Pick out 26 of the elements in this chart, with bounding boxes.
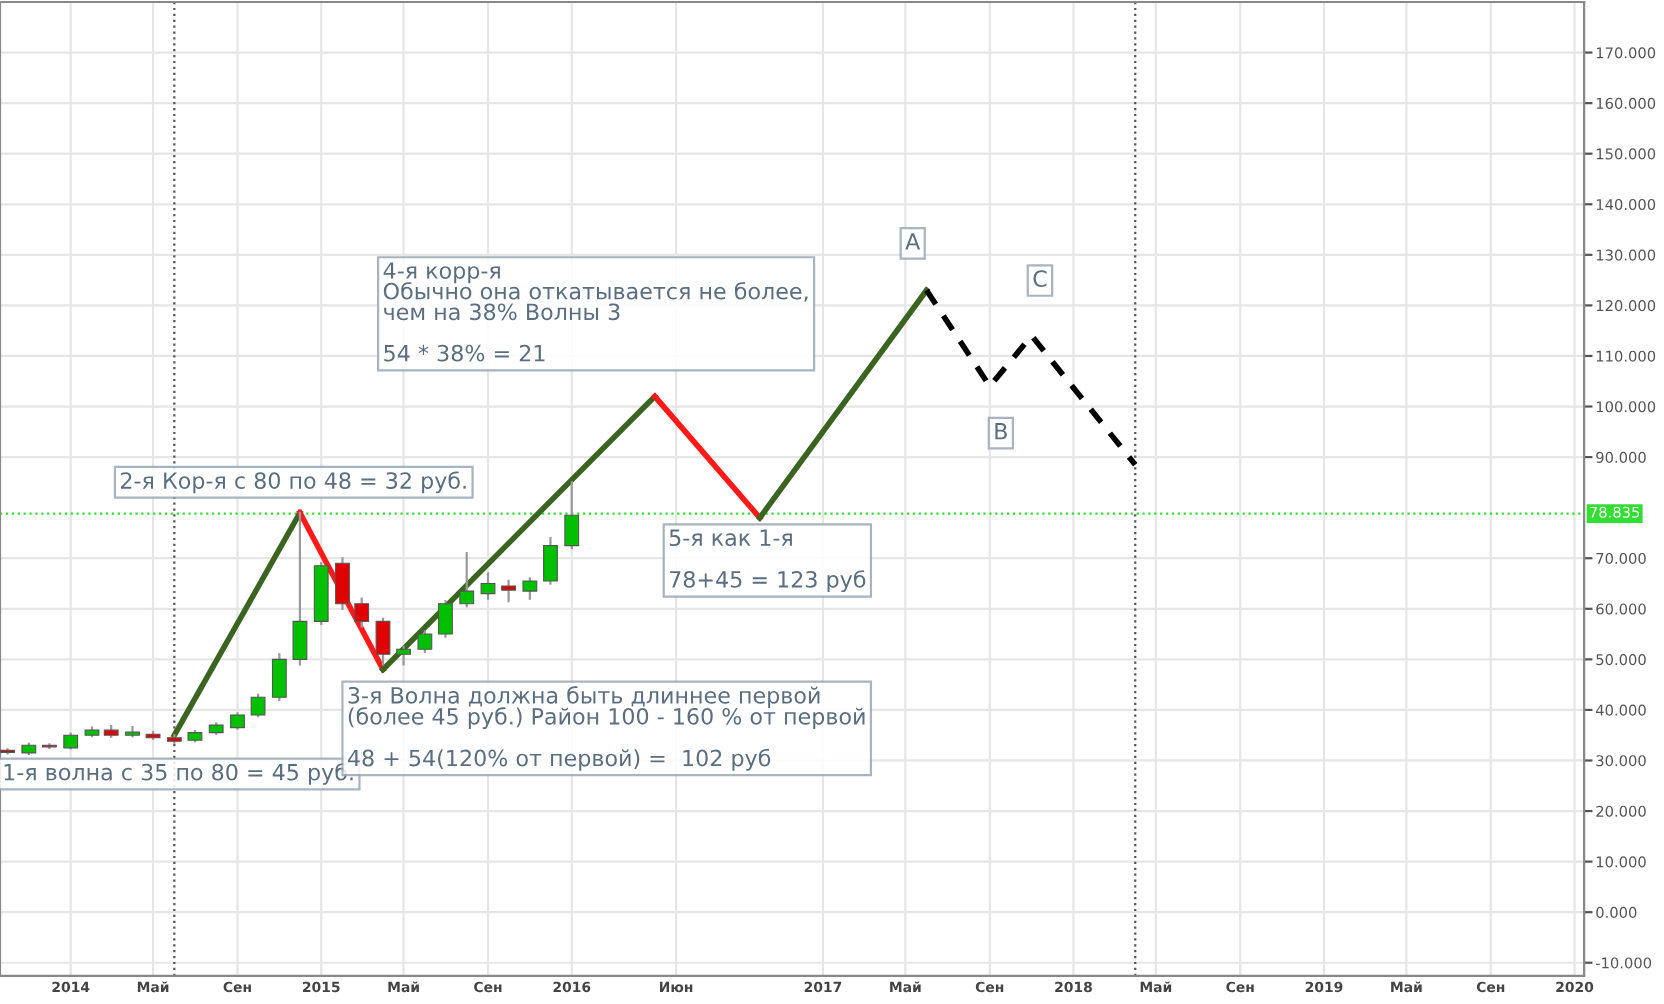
candlestick (501, 579, 517, 603)
annotation: 1-я волна с 35 по 80 = 45 руб. (4, 762, 353, 785)
candlestick (459, 552, 475, 608)
line-series (923, 287, 1139, 468)
annotation: 5-я как 1-я 78+45 = 123 руб (669, 529, 866, 593)
candlestick (480, 572, 496, 600)
annotation: A (905, 233, 921, 250)
candlestick (292, 511, 308, 666)
candlestick (543, 536, 558, 585)
candlestick (396, 645, 412, 666)
candlestick (417, 630, 433, 653)
candlestick (522, 577, 538, 600)
annotation: 4-я корр-я Обычно она откатывается не более, чем на 38% Волны 3 54 * 38% = 21 (383, 262, 808, 362)
annotation: 2-я Кор-я с 80 по 48 = 32 руб. (121, 471, 466, 494)
candlestick (375, 617, 391, 666)
candlestick (271, 653, 287, 701)
candlestick (354, 597, 370, 628)
candlestick (335, 557, 350, 610)
candlestick (438, 600, 453, 638)
candlestick (125, 726, 140, 738)
annotation: C (1033, 270, 1047, 287)
annotation: B (995, 423, 1007, 440)
annotation: 3-я Волна должна быть длиннее первой (более 45 руб.) Район 100 - 160 % от первой 48 + 54(120% от первой) = 102 руб (347, 686, 865, 771)
candlestick (564, 481, 580, 550)
candlestick (0, 748, 15, 755)
candlestick (250, 693, 266, 718)
